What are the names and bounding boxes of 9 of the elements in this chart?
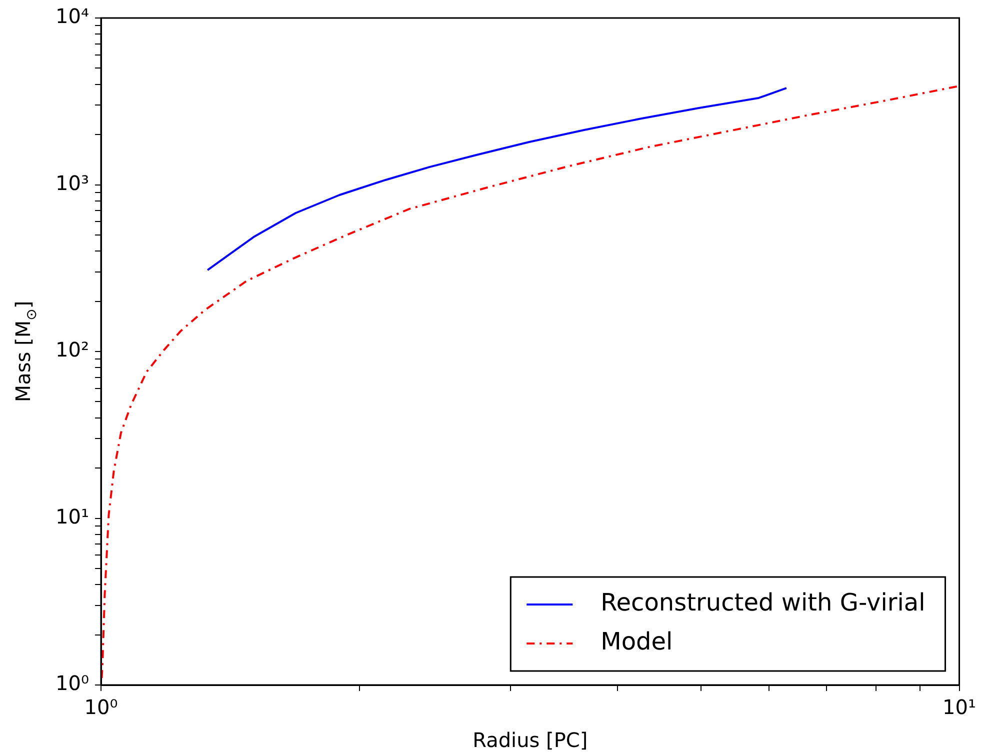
legend-label: Reconstructed with G-virial — [600, 588, 926, 617]
y-tick-label: 10⁴ — [56, 4, 89, 28]
legend-label: Model — [600, 628, 673, 656]
y-axis-title: Mass [M⊙] — [11, 300, 40, 402]
y-tick-label: 10⁰ — [56, 671, 89, 696]
y-tick-label: 10² — [56, 338, 89, 362]
x-axis-title: Radius [PC] — [472, 728, 588, 752]
y-tick-label: 10¹ — [56, 504, 89, 528]
y-tick-label: 10³ — [56, 170, 89, 195]
